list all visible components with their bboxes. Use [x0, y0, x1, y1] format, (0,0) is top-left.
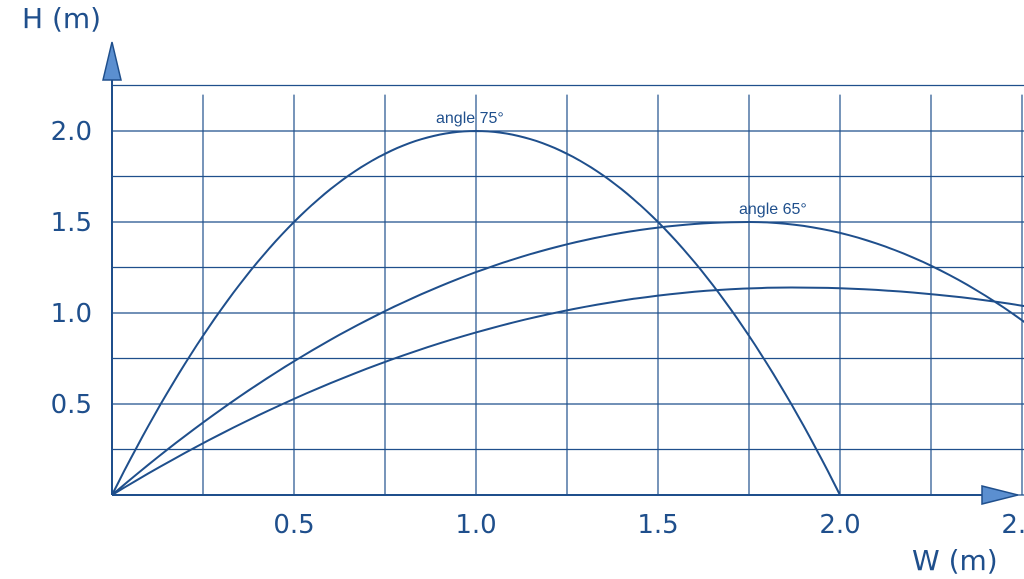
x-tick-label: 0.5 [273, 510, 314, 540]
series-curves [111, 129, 1024, 496]
y-tick-label: 1.0 [51, 299, 92, 329]
x-tick-label: 1.5 [637, 510, 678, 540]
y-axis-arrow-icon [102, 41, 122, 81]
y-tick-label: 1.5 [51, 208, 92, 238]
axes [102, 41, 1019, 505]
tick-labels: 0.51.01.52.02.53.03.54.04.50.51.01.52.0 [51, 117, 1024, 540]
series-label: angle 65° [739, 201, 807, 218]
x-axis-label: W (m) [912, 544, 998, 577]
x-tick-label: 1.0 [455, 510, 496, 540]
series-curve [111, 286, 1024, 496]
series-curve [111, 220, 1024, 496]
series-curve [111, 129, 841, 496]
y-axis-label: H (m) [22, 2, 101, 35]
series-label: angle 75° [436, 110, 504, 127]
x-tick-label: 2.5 [1001, 510, 1024, 540]
x-axis-arrow-icon [981, 485, 1019, 505]
x-tick-label: 2.0 [819, 510, 860, 540]
series-labels: angle 75°angle 65°angle 45° [436, 110, 807, 218]
y-tick-label: 0.5 [51, 390, 92, 420]
y-tick-label: 2.0 [51, 117, 92, 147]
